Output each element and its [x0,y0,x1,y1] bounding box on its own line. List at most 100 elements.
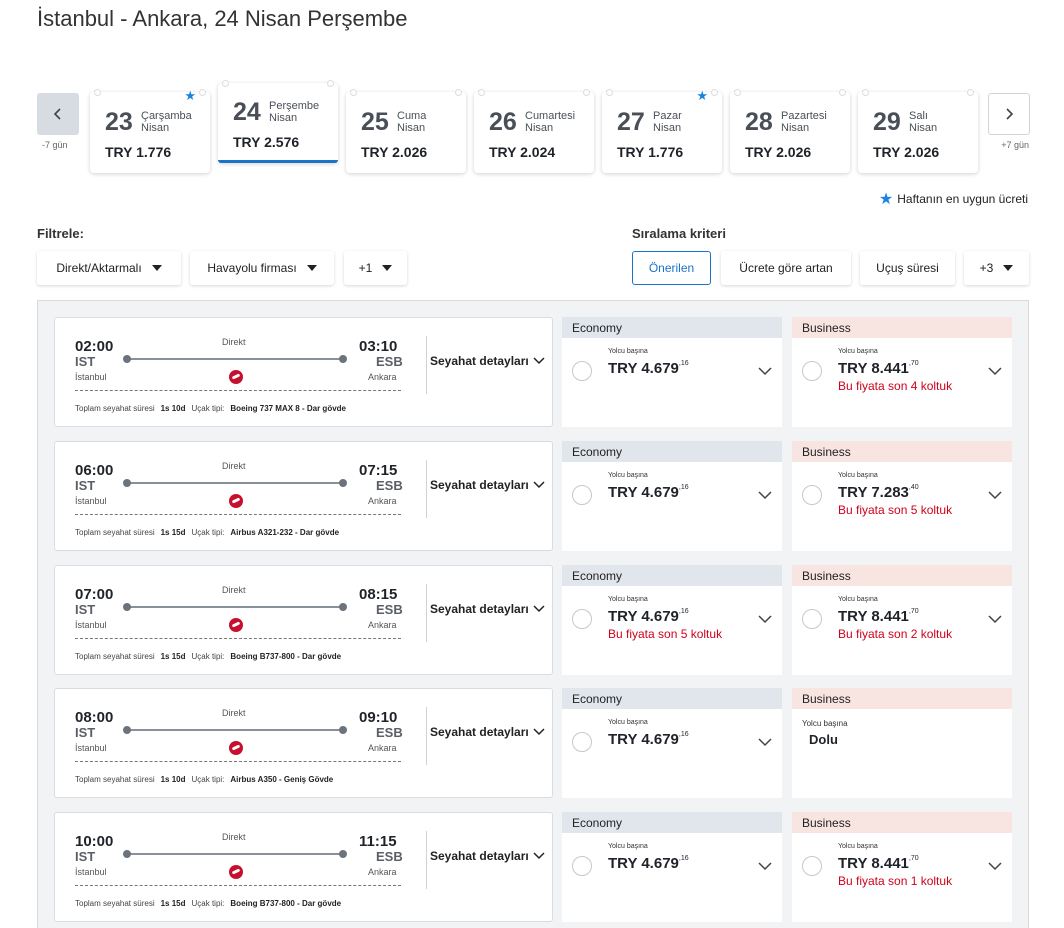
departure-code: IST [75,354,96,369]
airline-logo-icon [229,370,243,384]
travel-details-label: Seyahat detayları [430,354,529,368]
filter-label: +1 [358,261,373,275]
date-weekday-month: Cumartesi Nisan [525,110,575,134]
economy-header: Economy [562,565,782,586]
flight-row: 06:00 IST İstanbul Direkt 07:15 ESB Ankara Topl… [54,441,1014,551]
prev-week-button[interactable] [37,93,79,135]
business-fare-option: Business Yolcu başına Dolu [792,688,1012,798]
date-card[interactable]: ★ 27 Pazar Nisan TRY 1.776 [602,88,722,173]
date-card[interactable]: 29 Salı Nisan TRY 2.026 [858,89,978,173]
economy-radio[interactable] [572,856,592,876]
date-day-number: 24 [233,98,261,126]
travel-details-button[interactable]: Seyahat detayları [430,478,545,492]
date-price: TRY 1.776 [105,144,172,160]
arrival-city: Ankara [368,372,397,382]
sort-label: Ücrete göre artan [739,261,833,275]
economy-radio[interactable] [572,485,592,505]
next-week-label: +7 gün [1001,140,1029,150]
results-list: 02:00 IST İstanbul Direkt 03:10 ESB Ankara Topl… [37,300,1029,928]
economy-radio[interactable] [572,609,592,629]
filter-more[interactable]: +1 [344,251,407,285]
per-passenger-label: Yolcu başına [838,472,878,479]
economy-fare-option[interactable]: Economy Yolcu başına TRY 4.679,16 Bu fiyata… [562,565,782,675]
sort-more[interactable]: +3 [964,251,1029,285]
chevron-down-icon [988,862,1002,871]
business-radio[interactable] [802,609,822,629]
direct-label: Direkt [222,461,246,471]
date-card[interactable]: 24 Perşembe Nisan TRY 2.576 [218,80,338,163]
business-fare-option[interactable]: Business Yolcu başına TRY 8.441,70 Bu fiyat… [792,812,1012,922]
next-week-button[interactable] [988,93,1030,135]
date-weekday: Cumartesi [525,110,576,122]
route-line [123,479,347,487]
business-price-main: TRY 7.283 [838,484,909,501]
filter-label: Direkt/Aktarmalı [56,261,142,275]
date-month: Nisan [141,122,170,134]
date-month: Nisan [653,122,682,134]
date-day-number: 23 [105,108,133,136]
departure-city: İstanbul [75,620,107,630]
travel-details-label: Seyahat detayları [430,602,529,616]
economy-radio[interactable] [572,732,592,752]
filter-airline[interactable]: Havayolu firması [190,251,334,285]
total-time-label: Toplam seyahat süresi [75,528,155,537]
direct-label: Direkt [222,337,246,347]
legend-label: Haftanın en uygun ücreti [897,192,1028,206]
ticket-notch [327,80,334,87]
chevron-down-icon [758,367,772,376]
page-title: İstanbul - Ankara, 24 Nisan Perşembe [37,6,408,31]
economy-fare-option[interactable]: Economy Yolcu başına TRY 4.679,16 [562,688,782,798]
economy-radio[interactable] [572,361,592,381]
sort-recommended[interactable]: Önerilen [632,251,711,285]
date-price: TRY 2.576 [233,134,300,150]
economy-fare-option[interactable]: Economy Yolcu başına TRY 4.679,16 [562,812,782,922]
per-passenger-label: Yolcu başına [608,719,648,726]
date-card[interactable]: 28 Pazartesi Nisan TRY 2.026 [730,89,850,173]
filter-direct-transfer[interactable]: Direkt/Aktarmalı [37,251,181,285]
travel-details-button[interactable]: Seyahat detayları [430,354,545,368]
date-weekday-month: Salı Nisan [909,110,937,134]
chevron-down-icon [758,738,772,747]
total-time-label: Toplam seyahat süresi [75,404,155,413]
star-icon: ★ [878,191,894,208]
date-weekday: Perşembe [269,100,320,112]
travel-details-button[interactable]: Seyahat detayları [430,725,545,739]
date-price: TRY 2.026 [361,144,428,160]
economy-fare-option[interactable]: Economy Yolcu başına TRY 4.679,16 [562,317,782,427]
aircraft-value: Airbus A350 - Geniş Gövde [230,775,334,784]
business-price-main: TRY 8.441 [838,855,909,872]
date-card[interactable]: 26 Cumartesi Nisan TRY 2.024 [474,89,594,173]
business-radio[interactable] [802,361,822,381]
sort-title: Sıralama kriteri [632,226,726,241]
business-header: Business [792,565,1012,586]
sold-out-label: Dolu [809,732,838,747]
travel-details-button[interactable]: Seyahat detayları [430,849,545,863]
business-price-main: TRY 8.441 [838,608,909,625]
business-radio[interactable] [802,485,822,505]
aircraft-value: Boeing B737-800 - Dar gövde [230,899,342,908]
departure-time: 02:00 [75,338,114,355]
sort-price-asc[interactable]: Ücrete göre artan [721,251,851,285]
travel-details-button[interactable]: Seyahat detayları [430,602,545,616]
date-price: TRY 2.026 [873,144,940,160]
business-fare-option[interactable]: Business Yolcu başına TRY 8.441,70 Bu fiyat… [792,317,1012,427]
business-fare-option[interactable]: Business Yolcu başına TRY 8.441,70 Bu fiyat… [792,565,1012,675]
business-radio[interactable] [802,856,822,876]
divider [75,761,401,762]
departure-code: IST [75,725,96,740]
business-fare-option[interactable]: Business Yolcu başına TRY 7.283,40 Bu fiyat… [792,441,1012,551]
date-card[interactable]: 25 Cuma Nisan TRY 2.026 [346,89,466,173]
business-seats-left: Bu fiyata son 2 koltuk [838,627,953,641]
economy-price-main: TRY 4.679 [608,484,679,501]
date-card[interactable]: ★ 23 Çarşamba Nisan TRY 1.776 [90,88,210,173]
divider [75,638,401,639]
chevron-down-icon [533,852,545,860]
economy-fare-option[interactable]: Economy Yolcu başına TRY 4.679,16 [562,441,782,551]
date-month: Nisan [525,122,554,134]
economy-price-cents: ,16 [678,731,689,738]
sort-duration[interactable]: Uçuş süresi [860,251,955,285]
per-passenger-label: Yolcu başına [608,348,648,355]
date-day-number: 25 [361,108,389,136]
aircraft-label: Uçak tipi: [191,899,225,908]
flight-meta: Toplam seyahat süresi 1s 15d Uçak tipi: Boe… [75,899,341,908]
